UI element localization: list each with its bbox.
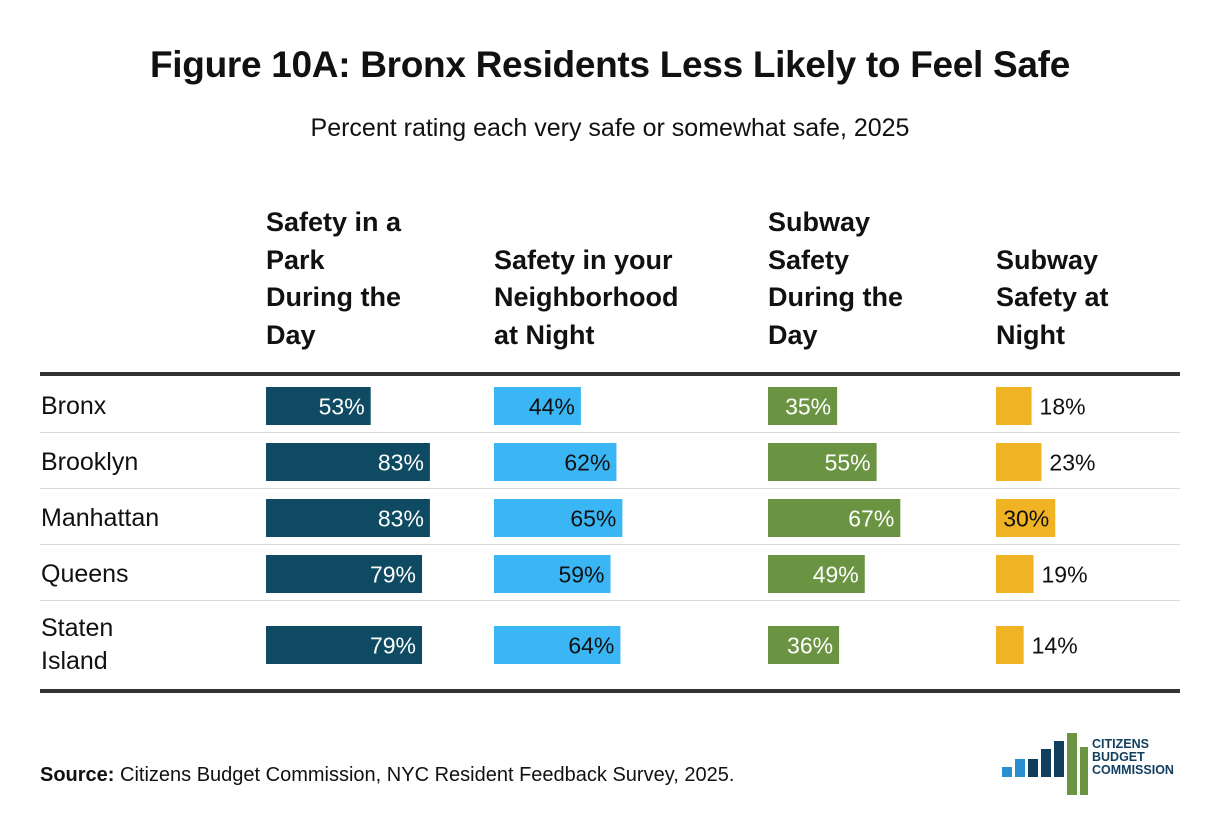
data-label: 49% bbox=[813, 562, 859, 588]
row-label: Brooklyn bbox=[41, 446, 138, 479]
logo-wordmark: CITIZENS BUDGET COMMISSION bbox=[1092, 738, 1174, 777]
bar bbox=[768, 387, 838, 425]
bar bbox=[266, 387, 371, 425]
data-label: 55% bbox=[825, 450, 871, 476]
bar bbox=[266, 555, 423, 593]
bar bbox=[996, 443, 1042, 481]
data-label: 83% bbox=[378, 506, 424, 532]
row-label-line: Island bbox=[41, 647, 108, 675]
column-header-line: Subway bbox=[996, 244, 1099, 275]
row-label-line: Brooklyn bbox=[41, 447, 139, 476]
data-label: 62% bbox=[564, 450, 610, 476]
row-divider bbox=[40, 600, 1180, 601]
bar bbox=[768, 443, 877, 481]
chart-title: Figure 10A: Bronx Residents Less Likely … bbox=[150, 44, 1070, 85]
bar bbox=[996, 387, 1032, 425]
bar bbox=[768, 555, 865, 593]
row-label-line: Bronx bbox=[41, 391, 107, 420]
row-divider bbox=[40, 544, 1180, 545]
table-bottom-rule bbox=[40, 689, 1180, 693]
bar bbox=[996, 626, 1024, 664]
column-header-line: Day bbox=[768, 319, 818, 350]
source-label: Source: bbox=[40, 764, 115, 786]
data-label: 79% bbox=[370, 562, 416, 588]
column-header-line: Safety in your bbox=[494, 244, 673, 275]
data-label: 44% bbox=[529, 394, 575, 420]
column-header-line: Subway bbox=[768, 207, 871, 237]
data-label: 65% bbox=[570, 506, 616, 532]
bar bbox=[494, 499, 623, 537]
column-header-line: Safety at bbox=[996, 282, 1109, 312]
column-header: Safety in your Neighborhood at Night bbox=[494, 242, 678, 355]
data-label: 67% bbox=[848, 506, 894, 532]
column-header-line: Safety in a bbox=[266, 207, 402, 237]
bar bbox=[996, 555, 1034, 593]
data-label: 36% bbox=[787, 633, 833, 659]
column-header-line: Day bbox=[266, 319, 316, 350]
bar bbox=[494, 387, 581, 425]
column-header-line: Night bbox=[996, 319, 1065, 350]
row-label-line: Queens bbox=[41, 559, 129, 588]
data-label: 64% bbox=[568, 633, 614, 659]
chart-subtitle: Percent rating each very safe or somewha… bbox=[310, 114, 910, 142]
row-label: Bronx bbox=[41, 390, 106, 423]
data-label: 59% bbox=[558, 562, 604, 588]
column-header: Subway Safety During the Day bbox=[768, 204, 903, 354]
row-label: Manhattan bbox=[41, 502, 159, 535]
bar bbox=[266, 626, 423, 664]
row-label: Queens bbox=[41, 558, 129, 591]
bar bbox=[494, 443, 617, 481]
data-label: 18% bbox=[1040, 394, 1086, 420]
data-label: 30% bbox=[1003, 506, 1049, 532]
bar bbox=[494, 626, 621, 664]
column-header-line: During the bbox=[768, 282, 903, 312]
bar bbox=[768, 626, 840, 664]
data-label: 23% bbox=[1049, 450, 1095, 476]
row-label: Staten Island bbox=[41, 612, 113, 678]
column-header-line: Safety bbox=[768, 244, 850, 275]
bar bbox=[494, 555, 611, 593]
data-label: 35% bbox=[785, 394, 831, 420]
row-divider bbox=[40, 488, 1180, 489]
logo-line: BUDGET bbox=[1092, 750, 1145, 764]
row-label-line: Staten bbox=[41, 614, 114, 642]
logo-line: CITIZENS bbox=[1092, 737, 1149, 751]
column-header: Safety in a Park During the Day bbox=[266, 204, 401, 354]
column-header-line: at Night bbox=[494, 319, 595, 350]
source-note: Source: Citizens Budget Commission, NYC … bbox=[40, 764, 734, 787]
bar bbox=[266, 499, 430, 537]
data-label: 83% bbox=[378, 450, 424, 476]
bar bbox=[996, 499, 1056, 537]
table-top-rule bbox=[40, 372, 1180, 376]
data-label: 14% bbox=[1032, 633, 1078, 659]
source-text: Citizens Budget Commission, NYC Resident… bbox=[114, 764, 735, 786]
data-label: 19% bbox=[1042, 562, 1088, 588]
bar bbox=[768, 499, 901, 537]
column-header-line: During the bbox=[266, 282, 401, 312]
row-divider bbox=[40, 432, 1180, 433]
data-label: 53% bbox=[319, 394, 365, 420]
logo-bars-icon bbox=[1002, 733, 1088, 795]
logo-line: COMMISSION bbox=[1092, 763, 1174, 777]
column-header-line: Park bbox=[266, 244, 325, 275]
bar bbox=[266, 443, 430, 481]
cbc-logo: CITIZENS BUDGET COMMISSION bbox=[1002, 733, 1192, 795]
column-header-line: Neighborhood bbox=[494, 282, 679, 312]
data-label: 79% bbox=[370, 633, 416, 659]
row-label-line: Manhattan bbox=[41, 503, 160, 532]
column-header: Subway Safety at Night bbox=[996, 242, 1109, 355]
